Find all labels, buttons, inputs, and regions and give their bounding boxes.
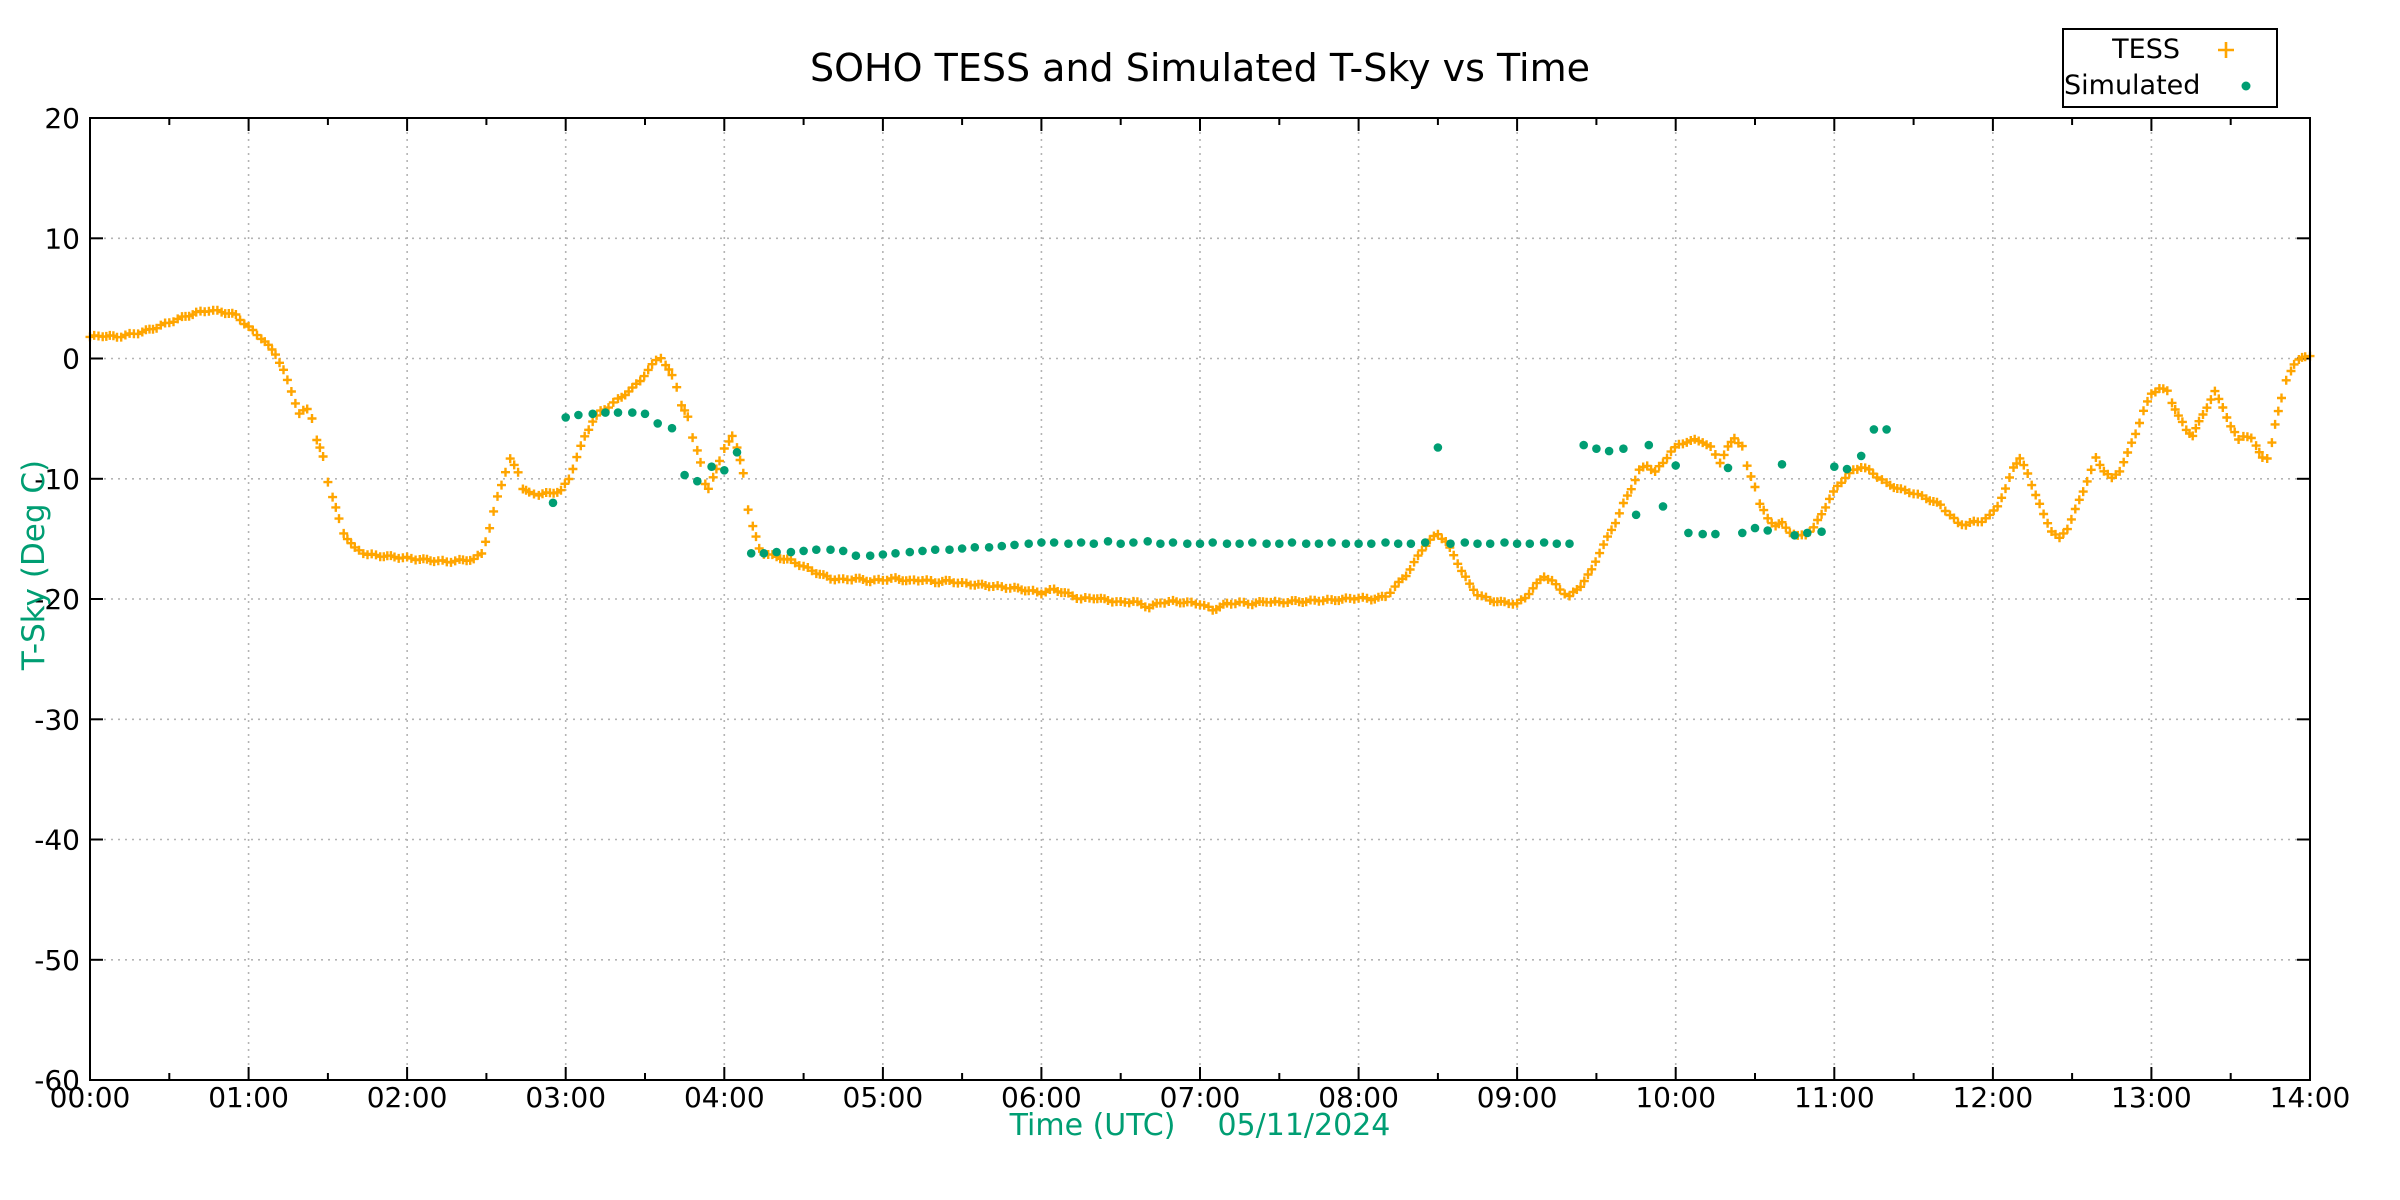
svg-text:-10: -10 [34, 463, 80, 496]
svg-text:10:00: 10:00 [1635, 1081, 1716, 1114]
svg-text:-40: -40 [34, 824, 80, 857]
x-axis-label-text: Time (UTC) [1009, 1108, 1176, 1143]
svg-text:02:00: 02:00 [367, 1081, 448, 1114]
x-axis-label: Time (UTC) 05/11/2024 [0, 1108, 2400, 1143]
x-tick-labels: 00:00 01:00 02:00 03:00 04:00 05:00 06:00 07:00… [50, 1081, 2351, 1114]
svg-text:03:00: 03:00 [525, 1081, 606, 1114]
legend-item-simulated: Simulated [2064, 68, 2276, 104]
svg-text:09:00: 09:00 [1477, 1081, 1558, 1114]
y-tick-labels: 20 10 0 -10 -20 -30 -40 -50 -60 [34, 102, 80, 1097]
svg-text:11:00: 11:00 [1794, 1081, 1875, 1114]
svg-text:08:00: 08:00 [1318, 1081, 1399, 1114]
tess-plus-icon [2218, 42, 2234, 58]
axis-ticks [89, 117, 2311, 1081]
svg-text:06:00: 06:00 [1001, 1081, 1082, 1114]
svg-text:12:00: 12:00 [1953, 1081, 2034, 1114]
legend: TESS Simulated [2062, 28, 2278, 108]
svg-text:14:00: 14:00 [2270, 1081, 2351, 1114]
svg-text:20: 20 [44, 102, 80, 135]
plot-border [89, 117, 2311, 1081]
y-axis-label: T-Sky (Deg C) [16, 459, 52, 671]
svg-text:10: 10 [44, 222, 80, 255]
svg-text:-50: -50 [34, 944, 80, 977]
svg-text:-30: -30 [34, 703, 80, 736]
svg-text:-20: -20 [34, 583, 80, 616]
svg-text:0: 0 [62, 343, 80, 376]
series-simulated [548, 408, 1891, 560]
legend-label-simulated: Simulated [2064, 70, 2201, 101]
svg-text:04:00: 04:00 [684, 1081, 765, 1114]
svg-text:-60: -60 [34, 1064, 80, 1097]
series-tess [85, 305, 2315, 615]
svg-text:01:00: 01:00 [208, 1081, 289, 1114]
chart-title: SOHO TESS and Simulated T-Sky vs Time [810, 46, 1590, 90]
svg-text:13:00: 13:00 [2111, 1081, 2192, 1114]
svg-text:05:00: 05:00 [843, 1081, 924, 1114]
x-axis-date: 05/11/2024 [1217, 1108, 1391, 1143]
svg-text:07:00: 07:00 [1160, 1081, 1241, 1114]
legend-item-tess: TESS [2064, 32, 2276, 68]
gridlines [90, 118, 2310, 1080]
legend-label-tess: TESS [2112, 34, 2180, 65]
simulated-dot-icon [2241, 81, 2251, 91]
svg-text:00:00: 00:00 [50, 1081, 131, 1114]
